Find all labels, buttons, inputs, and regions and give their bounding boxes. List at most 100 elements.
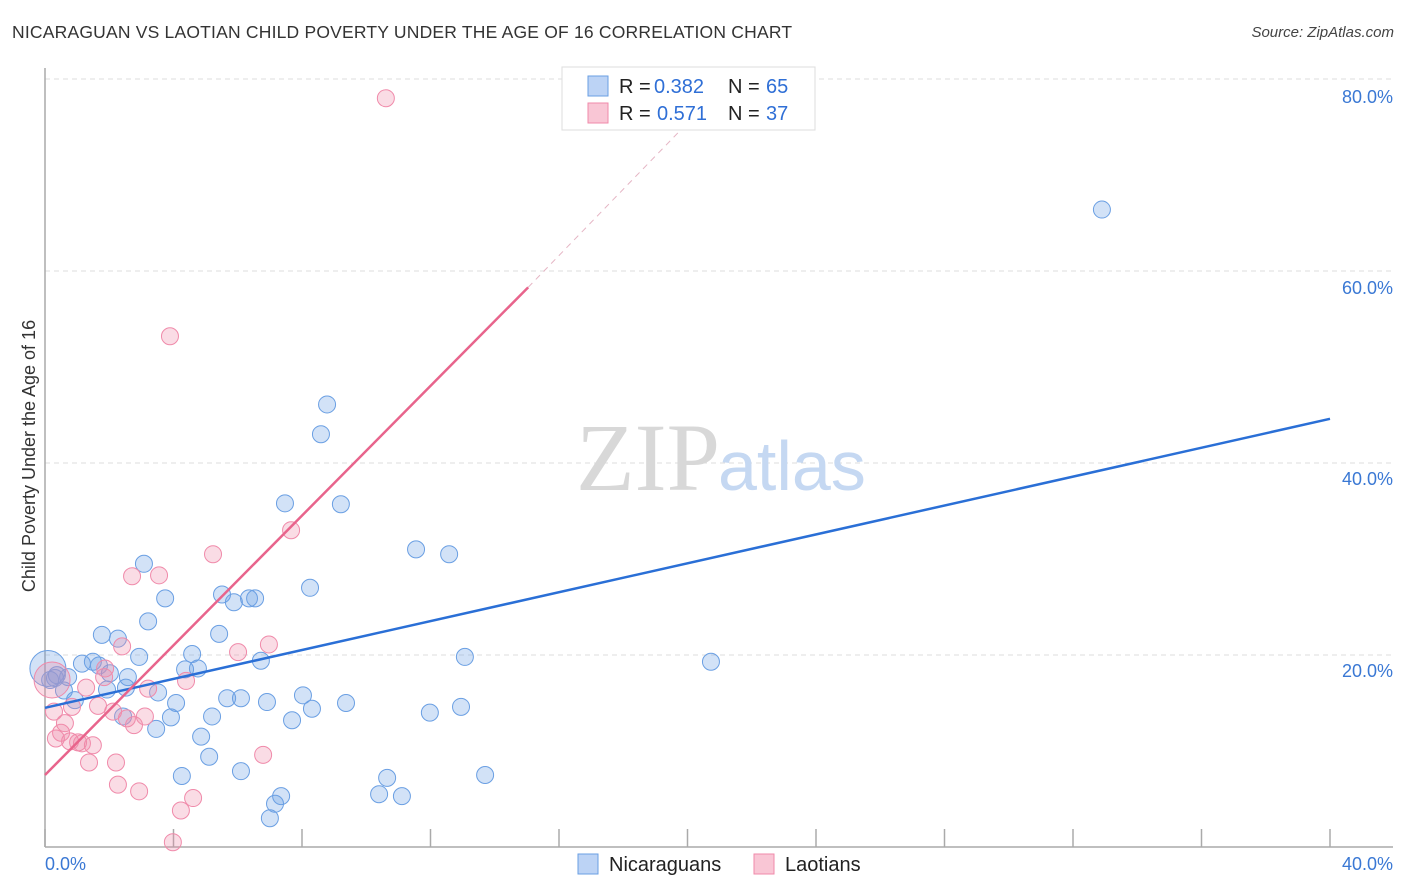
laotian-point [123, 567, 142, 586]
nicaraguan-point [337, 694, 356, 712]
laotian-trendline-extension [527, 109, 701, 288]
x-tick-label: 0.0% [45, 854, 86, 874]
laotian-point [95, 668, 114, 687]
nicaraguan-point [41, 670, 60, 689]
nicaraguan-point [293, 686, 312, 705]
nicaraguan-point [283, 711, 302, 730]
nicaraguan-point [476, 766, 495, 784]
nicaraguan-point [301, 578, 320, 597]
laotian-point [204, 545, 223, 564]
nicaraguan-point [420, 703, 439, 722]
y-tick-label: 40.0% [1342, 469, 1393, 489]
legend-swatch-blue [587, 75, 609, 97]
watermark-atlas: atlas [718, 427, 866, 505]
nicaraguan-point [200, 747, 219, 766]
legend-r-label: R = [619, 76, 651, 98]
bottom-legend: Nicaraguans Laotians [577, 853, 861, 876]
nicaraguan-point [378, 768, 397, 787]
bottom-legend-laotians: Laotians [785, 854, 861, 876]
y-tick-label: 20.0% [1342, 661, 1393, 681]
nicaraguan-point [167, 694, 186, 712]
laotian-point [171, 801, 190, 820]
bottom-legend-swatch-blue [577, 853, 599, 875]
laotian-point [259, 635, 278, 654]
legend-n-value: 65 [766, 76, 788, 98]
laotian-point [72, 734, 91, 753]
nicaraguan-point [318, 395, 337, 414]
laotian-point [113, 637, 132, 656]
nicaraguan-point [266, 794, 285, 813]
laotian-trendline [44, 286, 530, 776]
laotian-point [33, 661, 71, 699]
laotian-point [108, 775, 127, 794]
nicaraguan-point [130, 647, 149, 666]
laotian-point [184, 789, 203, 808]
nicaraguan-point [257, 693, 276, 712]
nicaraguan-point [139, 612, 158, 631]
nicaraguan-point [311, 425, 330, 444]
laotian-point [55, 714, 74, 733]
legend-n-label: N = [728, 76, 760, 98]
legend: R = 0.382 N = 65 R = 0.571 N = 37 [561, 66, 816, 131]
y-tick-label: 60.0% [1342, 278, 1393, 298]
laotian-point [80, 753, 99, 772]
laotian-point [254, 745, 273, 764]
nicaraguan-point [134, 554, 153, 573]
laotian-point [135, 707, 154, 726]
legend-r-value: 0.571 [657, 103, 707, 125]
nicaraguan-point [331, 495, 350, 514]
laotian-point [160, 327, 179, 346]
chart-title: NICARAGUAN VS LAOTIAN CHILD POVERTY UNDE… [12, 22, 793, 42]
laotian-point [282, 521, 301, 540]
laotian-point [46, 729, 65, 748]
nicaraguan-point [1092, 200, 1111, 219]
nicaraguan-point [156, 589, 175, 608]
laotian-point [83, 736, 102, 755]
laotian-point [376, 89, 395, 108]
legend-n-value: 37 [766, 103, 788, 125]
nicaraguan-point [172, 766, 191, 785]
y-axis-label: Child Poverty Under the Age of 16 [19, 320, 39, 592]
legend-r-label: R = [619, 103, 651, 125]
nicaraguan-point [147, 719, 166, 738]
nicaraguan-point [455, 647, 474, 666]
legend-swatch-pink [587, 102, 609, 124]
legend-r-value: 0.382 [654, 76, 704, 98]
x-tick-label: 40.0% [1342, 854, 1393, 874]
nicaraguan-point [231, 762, 250, 781]
laotian-point [117, 709, 136, 728]
nicaraguan-point [92, 625, 111, 644]
nicaraguan-point [452, 697, 471, 716]
nicaraguan-point [370, 785, 389, 804]
nicaraguan-point [275, 494, 294, 513]
nicaraguan-point [260, 809, 279, 828]
nicaraguan-point [246, 589, 265, 608]
laotian-point [130, 782, 149, 801]
nicaraguan-point [149, 683, 168, 702]
laotian-point [89, 696, 108, 715]
laotian-point [77, 678, 96, 697]
nicaraguan-point [210, 624, 229, 643]
source-label: Source: ZipAtlas.com [1251, 24, 1394, 41]
laotian-point [106, 753, 125, 772]
nicaraguan-point [59, 668, 78, 687]
nicaraguan-point [231, 689, 250, 708]
laotian-point [229, 643, 248, 662]
legend-n-label: N = [728, 103, 760, 125]
bottom-legend-nicaraguans: Nicaraguans [609, 854, 721, 876]
nicaraguan-trendline [44, 417, 1331, 710]
nicaraguan-point [440, 545, 459, 564]
nicaraguan-point [392, 787, 411, 806]
nicaraguan-point [218, 689, 237, 708]
bottom-legend-swatch-pink [753, 853, 775, 875]
watermark-zip: ZIP [576, 404, 720, 511]
nicaraguan-point [407, 540, 426, 559]
nicaraguan-point [161, 708, 180, 727]
y-tick-label: 80.0% [1342, 87, 1393, 107]
nicaraguan-point [203, 707, 222, 726]
nicaraguan-point [224, 593, 243, 612]
nicaraguan-point [192, 727, 211, 746]
nicaraguan-point [302, 699, 321, 718]
laotian-point [163, 833, 182, 852]
